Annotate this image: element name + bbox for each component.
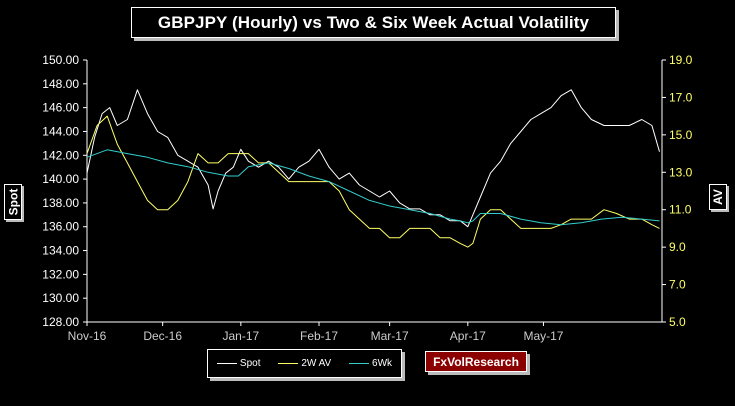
legend-item-2w-av: 2W AV xyxy=(278,358,331,369)
y-left-tick-label: 148.00 xyxy=(42,77,79,91)
x-tick-label: Dec-16 xyxy=(143,329,182,343)
legend-label-2w-av: 2W AV xyxy=(301,358,332,369)
legend-swatch-spot xyxy=(216,363,237,364)
x-tick-label: May-17 xyxy=(523,329,563,343)
legend-swatch-2w-av xyxy=(278,363,299,364)
y-left-tick-label: 132.00 xyxy=(42,267,79,281)
brand-text: FxVolResearch xyxy=(433,354,519,369)
chart-title-text: GBPJPY (Hourly) vs Two & Six Week Actual… xyxy=(157,12,590,32)
y-left-tick-label: 146.00 xyxy=(42,101,79,115)
y-left-tick-label: 130.00 xyxy=(42,291,79,305)
y-left-tick-label: 136.00 xyxy=(42,220,79,234)
y-right-tick-label: 17.0 xyxy=(669,90,693,104)
y-axis-left-label-text: Spot xyxy=(6,188,21,216)
y-axis-left-label: Spot xyxy=(4,184,22,220)
legend-label-6wk: 6Wk xyxy=(372,358,393,369)
y-right-tick-label: 19.0 xyxy=(669,53,693,67)
legend-item-spot: Spot xyxy=(216,358,261,369)
y-axis-right-label: AV xyxy=(709,184,727,210)
x-tick-label: Apr-17 xyxy=(450,329,486,343)
y-right-tick-label: 9.0 xyxy=(669,240,686,254)
brand-badge: FxVolResearch xyxy=(425,351,527,372)
legend-item-6wk: 6Wk xyxy=(349,358,392,369)
y-left-tick-label: 138.00 xyxy=(42,196,79,210)
y-left-tick-label: 140.00 xyxy=(42,172,79,186)
series-line-spot xyxy=(86,89,660,228)
series-line-2w-av xyxy=(86,115,660,248)
x-tick-label: Nov-16 xyxy=(68,329,107,343)
x-tick-label: Mar-17 xyxy=(371,329,409,343)
y-right-tick-label: 7.0 xyxy=(669,278,686,292)
series-group xyxy=(86,89,660,248)
legend: Spot 2W AV 6Wk xyxy=(207,349,402,378)
y-right-tick-label: 15.0 xyxy=(669,128,693,142)
y-axis-right-label-text: AV xyxy=(711,189,725,205)
legend-label-spot: Spot xyxy=(239,358,261,369)
legend-swatch-6wk xyxy=(349,363,370,364)
series-line-6wk xyxy=(86,149,660,226)
y-left-tick-label: 144.00 xyxy=(42,124,79,138)
y-left-tick-label: 128.00 xyxy=(42,315,79,329)
x-tick-label: Jan-17 xyxy=(222,329,259,343)
axes: 128.00 130.00 132.00 134.00 136.00 138.00 140.… xyxy=(42,53,692,343)
y-right-tick-label: 5.0 xyxy=(669,315,686,329)
chart-title: GBPJPY (Hourly) vs Two & Six Week Actual… xyxy=(131,7,616,38)
y-left-tick-label: 134.00 xyxy=(42,244,79,258)
y-left-tick-label: 150.00 xyxy=(42,53,79,67)
x-tick-label: Feb-17 xyxy=(300,329,338,343)
y-right-tick-label: 13.0 xyxy=(669,165,693,179)
y-left-tick-label: 142.00 xyxy=(42,148,79,162)
y-right-tick-label: 11.0 xyxy=(669,203,692,217)
